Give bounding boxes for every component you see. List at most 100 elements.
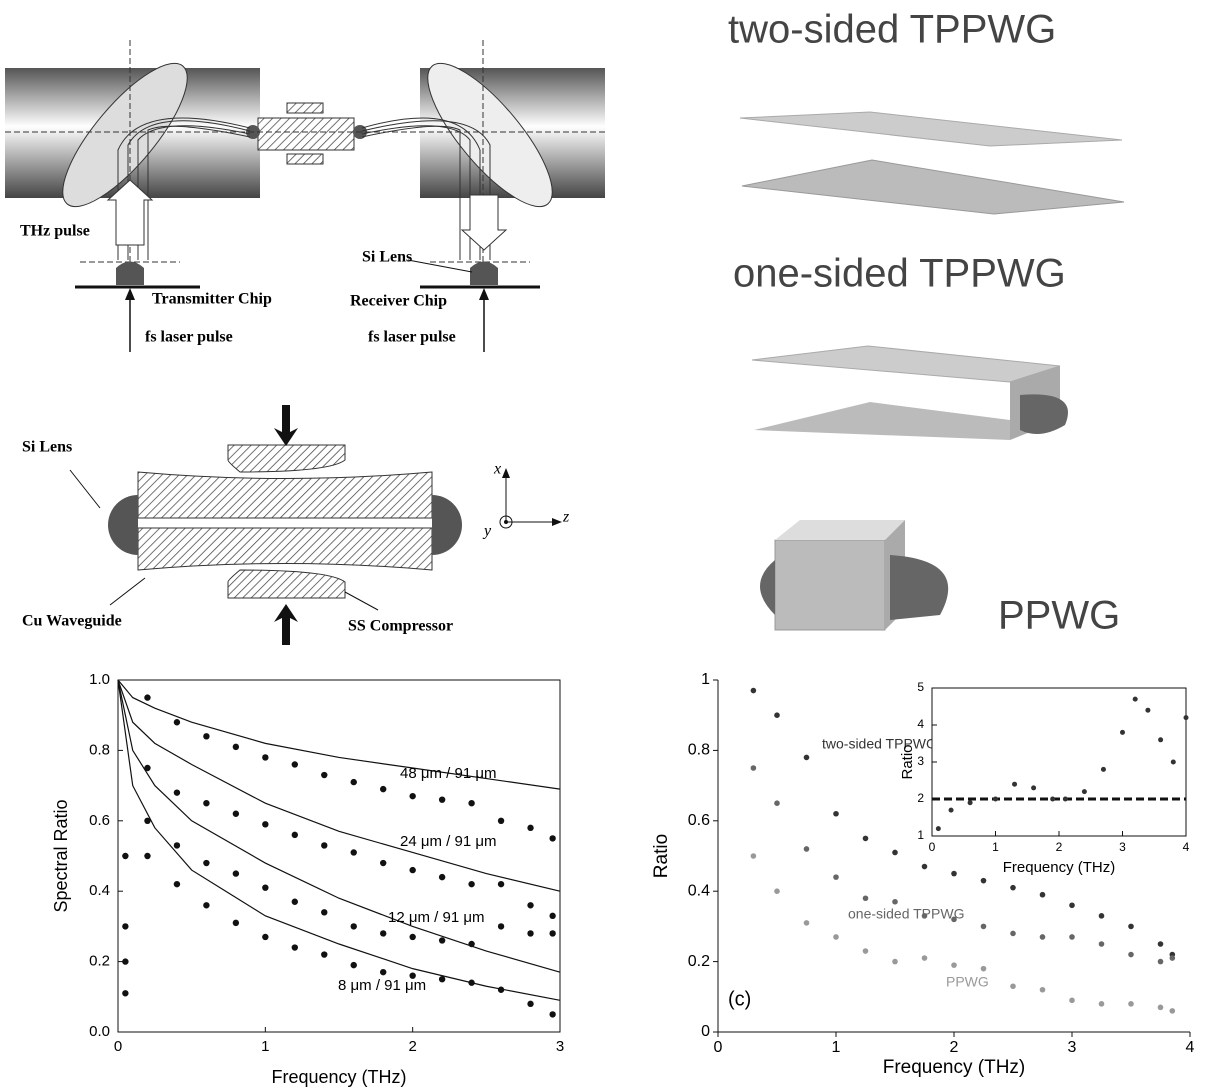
- data-point: [527, 1000, 534, 1008]
- x-tick-label: 4: [1183, 840, 1190, 854]
- axis-letter: x: [493, 461, 501, 478]
- data-point: [1081, 789, 1087, 795]
- annotation: 12 μm / 91 μm: [388, 909, 484, 926]
- data-point: [497, 880, 505, 888]
- data-point: [203, 859, 210, 867]
- x-tick-label: 1: [832, 1039, 841, 1056]
- data-point: [527, 824, 534, 832]
- data-point: [173, 842, 181, 849]
- data-point: [122, 923, 129, 930]
- data-point: [262, 754, 269, 761]
- data-point: [321, 842, 328, 849]
- data-point: [122, 852, 129, 860]
- data-point: [291, 944, 298, 951]
- data-point: [468, 979, 475, 986]
- data-point: [409, 972, 416, 979]
- data-point: [380, 859, 387, 867]
- data-point: [321, 771, 328, 779]
- annotation: 24 μm / 91 μm: [400, 833, 496, 850]
- y-tick-label: 5: [917, 680, 924, 694]
- data-point: [262, 884, 269, 891]
- y-tick-label: 0.6: [89, 812, 110, 829]
- y-axis-label: Ratio: [651, 834, 672, 878]
- data-point: [232, 810, 240, 817]
- data-point: [833, 810, 839, 817]
- data-point: [468, 880, 475, 888]
- data-point: [951, 962, 957, 968]
- data-point: [262, 821, 269, 828]
- data-point: [1183, 715, 1189, 721]
- data-point: [1012, 781, 1018, 787]
- setup-label: fs laser pulse: [368, 329, 456, 346]
- x-tick-label: 2: [1056, 840, 1063, 854]
- data-point: [1010, 930, 1016, 937]
- y-tick-label: 1: [917, 828, 924, 842]
- data-point: [173, 880, 181, 888]
- data-point: [1158, 737, 1164, 743]
- data-point: [173, 789, 181, 796]
- data-point: [321, 951, 328, 958]
- x-tick-label: 3: [556, 1038, 564, 1055]
- fit-line: [117, 679, 561, 1001]
- data-point: [1100, 766, 1106, 772]
- plot-frame: [117, 679, 561, 1033]
- data-point: [892, 898, 898, 905]
- data-point: [1039, 986, 1046, 993]
- x-tick-label: 2: [408, 1038, 416, 1055]
- data-point: [409, 792, 416, 800]
- data-point: [350, 961, 357, 969]
- data-point: [350, 923, 357, 930]
- geometry-diagram: two-sided TPPWG one-sided TPPWG PPWG: [728, 8, 1125, 638]
- setup-label: Receiver Chip: [350, 293, 447, 310]
- data-point: [1031, 785, 1037, 791]
- x-tick-label: 2: [950, 1039, 959, 1056]
- data-point: [774, 800, 780, 806]
- data-point: [468, 800, 475, 807]
- data-point: [1128, 1001, 1134, 1007]
- data-point: [122, 958, 129, 965]
- data-point: [862, 895, 869, 902]
- data-point: [350, 849, 357, 856]
- axis-letter: z: [562, 509, 570, 526]
- data-point: [549, 1011, 556, 1018]
- fit-line: [117, 679, 561, 973]
- data-point: [321, 909, 328, 916]
- data-point: [438, 937, 446, 944]
- data-point: [122, 990, 129, 997]
- x-axis-label: Frequency (THz): [883, 1057, 1026, 1078]
- data-point: [173, 719, 181, 726]
- data-point: [438, 873, 446, 881]
- data-point: [262, 933, 269, 941]
- data-point: [380, 968, 387, 976]
- setup-diagram: THz pulse Transmitter Chip fs laser puls…: [5, 40, 605, 352]
- data-point: [862, 948, 869, 954]
- data-point: [232, 919, 240, 927]
- y-tick-label: 3: [917, 754, 924, 768]
- y-tick-label: 0.8: [688, 742, 710, 759]
- data-point: [980, 877, 987, 884]
- data-point: [892, 849, 898, 856]
- data-point: [993, 796, 998, 802]
- data-point: [774, 712, 780, 718]
- data-point: [951, 916, 957, 923]
- data-point: [862, 835, 869, 842]
- data-point: [144, 852, 151, 860]
- data-point: [803, 846, 810, 852]
- geometry-label: two-sided TPPWG: [728, 8, 1056, 52]
- data-point: [1132, 696, 1138, 702]
- x-tick-label: 0: [929, 840, 936, 854]
- data-point: [497, 923, 505, 930]
- cross-section-label: Cu Waveguide: [22, 613, 122, 630]
- data-point: [380, 785, 387, 793]
- fit-line: [117, 679, 561, 892]
- data-point: [409, 933, 416, 941]
- data-point: [203, 733, 210, 740]
- data-point: [1169, 955, 1176, 961]
- y-tick-label: 0.2: [688, 953, 710, 970]
- data-point: [935, 826, 941, 832]
- data-point: [409, 866, 416, 874]
- y-tick-label: 0.4: [688, 882, 710, 899]
- data-point: [203, 800, 210, 807]
